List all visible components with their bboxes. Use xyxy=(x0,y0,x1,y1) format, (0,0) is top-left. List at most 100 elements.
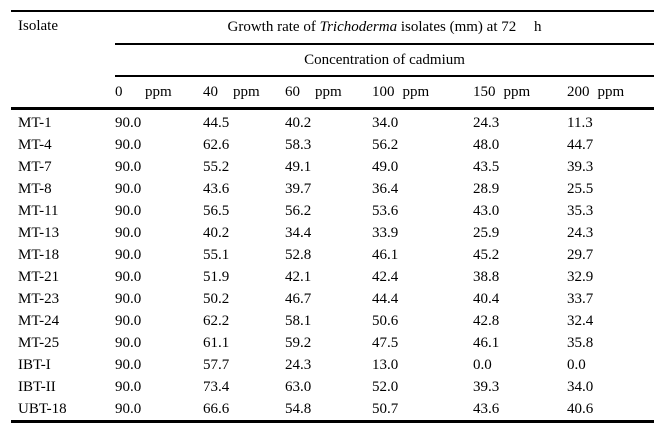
growth-value-cell: 34.0 xyxy=(567,378,594,395)
table-row: MT-23 90.0 50.2 46.7 44.4 40.4 33.7 xyxy=(11,288,654,310)
table-row: MT-11 90.0 56.5 56.2 53.6 43.0 35.3 xyxy=(11,200,654,222)
table-title-pre: Growth rate of xyxy=(227,19,316,35)
growth-value-cell: 90.0 xyxy=(115,268,142,285)
concentration-value: 150 xyxy=(473,83,496,100)
growth-value-cell: 42.8 xyxy=(473,312,500,329)
isolate-name: MT-23 xyxy=(18,290,60,307)
growth-value-cell: 43.0 xyxy=(473,202,500,219)
growth-value-cell: 34.0 xyxy=(372,114,399,131)
growth-value-cell: 56.2 xyxy=(285,202,312,219)
growth-value-cell: 39.3 xyxy=(567,158,594,175)
growth-value-cell: 25.5 xyxy=(567,180,594,197)
isolate-name: MT-7 xyxy=(18,158,52,175)
concentration-unit: ppm xyxy=(503,83,531,100)
growth-value-cell: 56.5 xyxy=(203,202,230,219)
growth-value-cell: 33.7 xyxy=(567,290,594,307)
growth-value-cell: 43.6 xyxy=(473,400,500,417)
growth-value-cell: 58.3 xyxy=(285,136,312,153)
table-header: Isolate Growth rate of Trichoderma isola… xyxy=(11,11,655,110)
table-row: IBT-I 90.0 57.7 24.3 13.0 0.0 0.0 xyxy=(11,354,654,376)
growth-value-cell: 40.2 xyxy=(285,114,312,131)
concentration-unit: ppm xyxy=(402,83,430,100)
growth-value-cell: 24.3 xyxy=(285,356,312,373)
concentration-unit: ppm xyxy=(315,83,342,100)
growth-value-cell: 35.3 xyxy=(567,202,594,219)
growth-value-cell: 53.6 xyxy=(372,202,399,219)
table-row: MT-4 90.0 62.6 58.3 56.2 48.0 44.7 xyxy=(11,134,654,156)
growth-value-cell: 44.7 xyxy=(567,136,594,153)
concentration-unit: ppm xyxy=(233,83,260,100)
isolate-name: UBT-18 xyxy=(18,400,67,417)
growth-value-cell: 46.1 xyxy=(473,334,500,351)
concentration-value: 100 xyxy=(372,83,395,100)
growth-value-cell: 42.4 xyxy=(372,268,399,285)
isolate-name: MT-8 xyxy=(18,180,52,197)
growth-value-cell: 34.4 xyxy=(285,224,312,241)
growth-value-cell: 90.0 xyxy=(115,246,142,263)
page: Isolate Growth rate of Trichoderma isola… xyxy=(0,10,664,433)
growth-value-cell: 90.0 xyxy=(115,158,142,175)
growth-value-cell: 29.7 xyxy=(567,246,594,263)
table-body: MT-1 90.0 44.5 40.2 34.0 24.3 11.3 MT-4 90.0 62.6… xyxy=(11,109,654,422)
growth-value-cell: 90.0 xyxy=(115,180,142,197)
growth-value-cell: 32.9 xyxy=(567,268,594,285)
header-row-subtitle: Concentration of cadmium xyxy=(11,44,655,77)
growth-value-cell: 55.2 xyxy=(203,158,230,175)
isolate-name: MT-21 xyxy=(18,268,60,285)
growth-value-cell: 24.3 xyxy=(473,114,500,131)
growth-value-cell: 55.1 xyxy=(203,246,230,263)
isolate-name: MT-25 xyxy=(18,334,60,351)
growth-value-cell: 44.5 xyxy=(203,114,230,131)
growth-value-cell: 90.0 xyxy=(115,136,142,153)
concentration-header-cell: 200 ppm xyxy=(567,76,655,110)
growth-value-cell: 73.4 xyxy=(203,378,230,395)
growth-value-cell: 0.0 xyxy=(473,356,492,373)
growth-value-cell: 90.0 xyxy=(115,356,142,373)
growth-value-cell: 47.5 xyxy=(372,334,399,351)
isolate-name: MT-1 xyxy=(18,114,52,131)
table-title: Growth rate of Trichoderma isolates (mm)… xyxy=(115,11,655,45)
growth-value-cell: 52.8 xyxy=(285,246,312,263)
isolate-column-header: Isolate xyxy=(11,11,115,110)
growth-value-cell: 56.2 xyxy=(372,136,399,153)
growth-value-cell: 24.3 xyxy=(567,224,594,241)
growth-value-cell: 0.0 xyxy=(567,356,586,373)
isolate-name: MT-24 xyxy=(18,312,60,329)
isolate-name: IBT-II xyxy=(18,378,56,395)
growth-value-cell: 61.1 xyxy=(203,334,230,351)
growth-value-cell: 57.7 xyxy=(203,356,230,373)
concentration-header-cell: 100 ppm xyxy=(372,76,473,110)
growth-value-cell: 42.1 xyxy=(285,268,312,285)
isolate-name: MT-4 xyxy=(18,136,52,153)
growth-value-cell: 38.8 xyxy=(473,268,500,285)
growth-value-cell: 50.7 xyxy=(372,400,399,417)
growth-value-cell: 33.9 xyxy=(372,224,399,241)
growth-value-cell: 63.0 xyxy=(285,378,312,395)
growth-value-cell: 49.1 xyxy=(285,158,312,175)
table-row: UBT-18 90.0 66.6 54.8 50.7 43.6 40.6 xyxy=(11,398,654,422)
isolate-name: IBT-I xyxy=(18,356,51,373)
table-row: MT-1 90.0 44.5 40.2 34.0 24.3 11.3 xyxy=(11,109,654,135)
growth-value-cell: 51.9 xyxy=(203,268,230,285)
table-row: MT-21 90.0 51.9 42.1 42.4 38.8 32.9 xyxy=(11,266,654,288)
table-title-post: isolates (mm) at 72 xyxy=(400,19,517,35)
growth-value-cell: 11.3 xyxy=(567,114,593,131)
growth-value-cell: 90.0 xyxy=(115,334,142,351)
growth-value-cell: 48.0 xyxy=(473,136,500,153)
concentration-header-cell: 0 ppm xyxy=(115,76,203,110)
concentration-unit: ppm xyxy=(597,83,625,100)
header-row-title: Isolate Growth rate of Trichoderma isola… xyxy=(11,11,655,110)
growth-value-cell: 58.1 xyxy=(285,312,312,329)
growth-value-cell: 59.2 xyxy=(285,334,312,351)
growth-value-cell: 28.9 xyxy=(473,180,500,197)
growth-value-cell: 90.0 xyxy=(115,114,142,131)
growth-value-cell: 40.2 xyxy=(203,224,230,241)
growth-value-cell: 45.2 xyxy=(473,246,500,263)
isolate-name: MT-11 xyxy=(18,202,59,219)
concentration-header-cell: 150 ppm xyxy=(473,76,567,110)
growth-value-cell: 90.0 xyxy=(115,400,142,417)
isolate-name: MT-13 xyxy=(18,224,60,241)
growth-value-cell: 54.8 xyxy=(285,400,312,417)
growth-value-cell: 90.0 xyxy=(115,378,142,395)
growth-rate-table: Isolate Growth rate of Trichoderma isola… xyxy=(11,10,655,423)
